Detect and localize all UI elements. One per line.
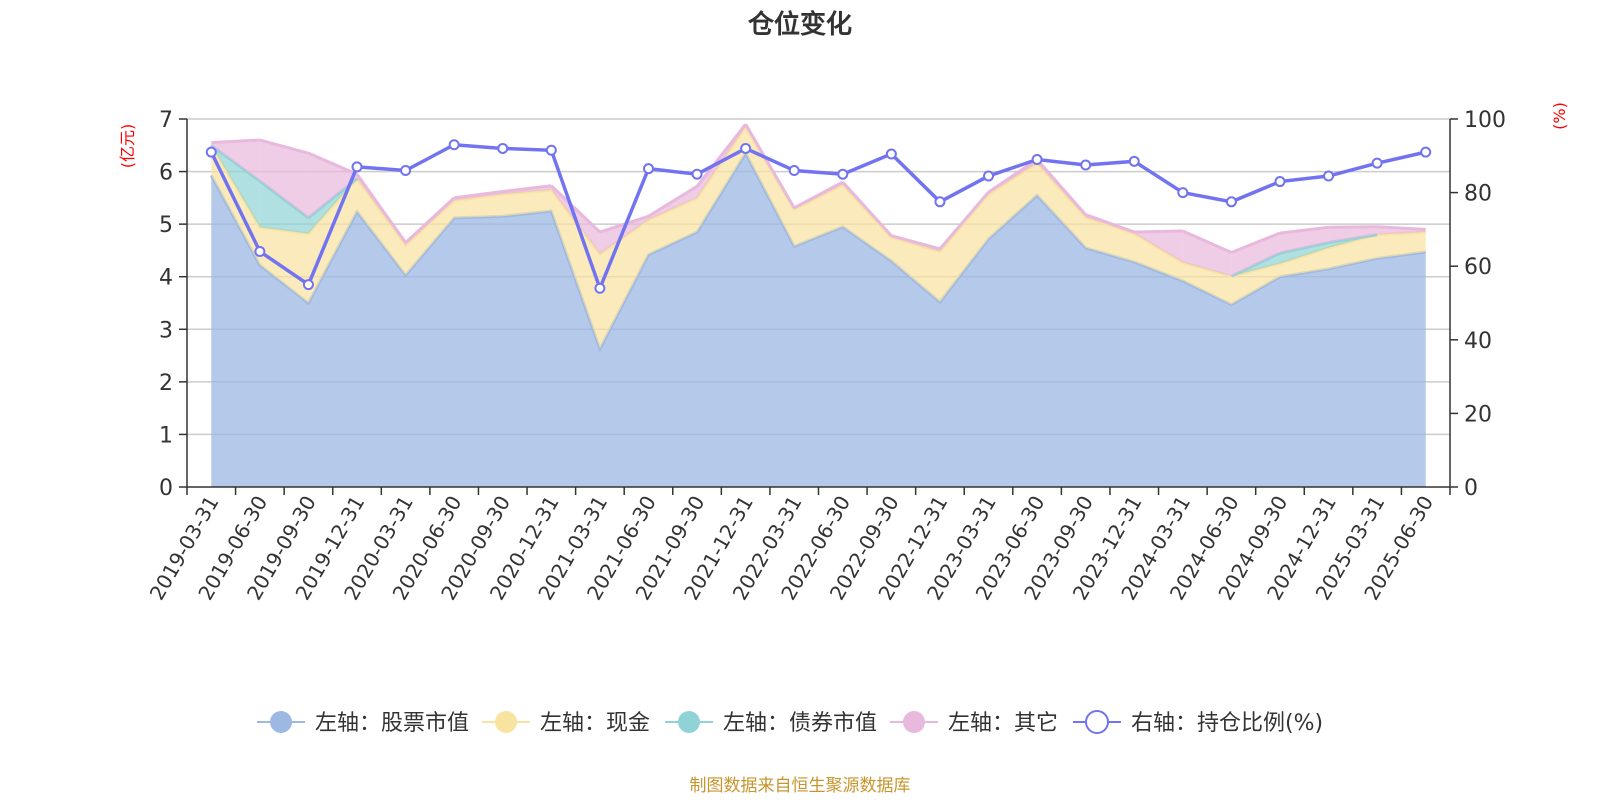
left-tick-label: 2 <box>159 371 173 396</box>
other-area-segment <box>1134 230 1183 263</box>
legend-marker-cash <box>495 711 517 733</box>
other-area-line <box>1328 225 1378 229</box>
ratio-point <box>1323 170 1335 182</box>
bond-area-segment <box>1328 234 1378 248</box>
other-area-line <box>793 180 844 210</box>
ratio-point <box>837 168 849 180</box>
other-area-segment <box>1328 226 1378 243</box>
stock-area <box>211 153 1426 487</box>
right-tick-label: 100 <box>1464 108 1506 133</box>
ratio-point <box>740 142 752 154</box>
bond-area-segment <box>1279 242 1329 264</box>
other-area-line <box>938 191 990 250</box>
other-area-line <box>1035 158 1087 216</box>
bond-area-segment <box>211 145 260 228</box>
other-area-line <box>695 123 747 188</box>
ratio-point <box>691 168 703 180</box>
ratio-point <box>448 139 460 151</box>
right-tick-label: 60 <box>1464 255 1492 280</box>
bond-area-segment <box>259 181 309 234</box>
right-tick-label: 80 <box>1464 182 1492 207</box>
other-area-line <box>355 173 407 244</box>
other-area-segment <box>1279 227 1329 254</box>
right-axis-unit: (%) <box>1550 102 1569 130</box>
other-area-line <box>259 138 309 155</box>
legend-label-other: 左轴：其它 <box>948 711 1058 736</box>
data-source-note: 制图数据来自恒生聚源数据库 <box>690 776 911 796</box>
left-tick-label: 7 <box>159 108 173 133</box>
ratio-point <box>400 165 412 177</box>
left-tick-label: 6 <box>159 161 173 186</box>
ratio-point <box>1031 153 1043 165</box>
other-area-line <box>1230 231 1281 254</box>
ratio-point <box>1128 155 1140 167</box>
ratio-point <box>351 161 363 173</box>
other-area-segment <box>1231 233 1280 277</box>
other-area-line <box>1377 225 1426 231</box>
other-area-line <box>211 138 260 145</box>
other-area-segment <box>1182 230 1232 277</box>
other-area-line <box>550 184 601 234</box>
other-area-line <box>404 196 456 244</box>
right-tick-label: 40 <box>1464 329 1492 354</box>
other-area-line <box>744 123 796 209</box>
left-tick-label: 3 <box>159 318 173 343</box>
other-area-segment <box>599 216 649 255</box>
ratio-point <box>545 144 557 156</box>
ratio-point <box>934 196 946 208</box>
ratio-point <box>1080 159 1092 171</box>
ratio-point <box>1225 196 1237 208</box>
ratio-point <box>1371 157 1383 169</box>
legend-label-stock: 左轴：股票市值 <box>315 711 469 736</box>
ratio-point <box>983 170 995 182</box>
other-area-line <box>1279 225 1329 235</box>
other-area-line <box>453 190 503 200</box>
left-axis-unit: (亿元) <box>118 124 137 169</box>
legend: 左轴：股票市值 左轴：现金 左轴：债券市值 左轴：其它 右轴：持仓比例(%) <box>257 710 1323 736</box>
ratio-point <box>497 142 509 154</box>
right-tick-label: 20 <box>1464 402 1492 427</box>
other-area-line <box>1085 213 1135 234</box>
other-area-segment <box>211 140 260 182</box>
chart-title: 仓位变化 <box>747 9 852 40</box>
left-tick-label: 5 <box>159 213 173 238</box>
ratio-point <box>594 282 606 294</box>
ratio-point <box>1274 176 1286 188</box>
legend-label-ratio: 右轴：持仓比例(%) <box>1131 711 1323 736</box>
ratio-point <box>205 146 217 158</box>
other-area-segment <box>259 140 309 218</box>
ratio-line-series <box>205 139 1432 294</box>
other-area-line <box>890 234 941 251</box>
other-area-line <box>647 185 698 218</box>
ratio-point <box>302 279 314 291</box>
right-tick-label: 0 <box>1464 476 1478 501</box>
stacked-areas <box>209 123 1426 487</box>
other-area-line <box>502 184 552 194</box>
ratio-point <box>1177 187 1189 199</box>
bond-area-segment <box>308 178 358 234</box>
ratio-point <box>885 148 897 160</box>
ratio-point <box>1420 146 1432 158</box>
legend-marker-bond <box>678 711 700 733</box>
other-area-line <box>987 158 1038 194</box>
other-area-line <box>1182 229 1233 254</box>
legend-label-cash: 左轴：现金 <box>540 711 650 736</box>
other-area-line <box>841 181 893 237</box>
ratio-point <box>788 165 800 177</box>
other-area-line <box>307 151 358 176</box>
left-tick-label: 0 <box>159 476 173 501</box>
legend-marker-ratio <box>1085 710 1109 734</box>
left-tick-label: 1 <box>159 423 173 448</box>
left-tick-label: 4 <box>159 266 173 291</box>
legend-marker-other <box>903 711 925 733</box>
legend-label-bond: 左轴：债券市值 <box>723 711 877 736</box>
ratio-point <box>642 163 654 175</box>
ratio-point <box>254 245 266 257</box>
other-area-line <box>1134 229 1183 234</box>
legend-marker-stock <box>270 711 292 733</box>
ratio-line <box>209 142 1427 294</box>
